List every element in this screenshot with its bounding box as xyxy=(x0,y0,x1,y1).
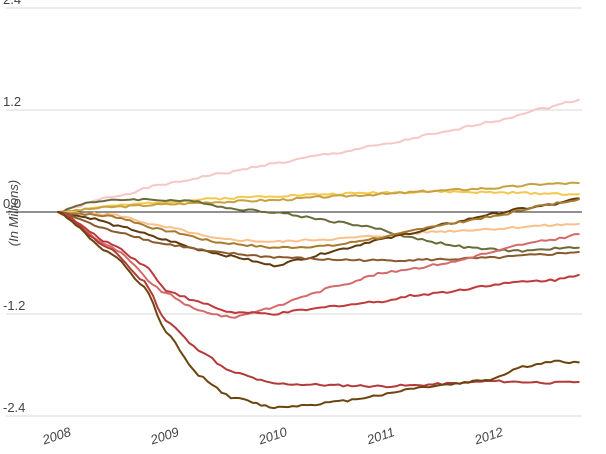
x-axis-ticks: 2008 2009 2010 2011 2012 xyxy=(40,424,506,448)
y-tick-label: 0.0 xyxy=(3,196,21,211)
series-lines xyxy=(57,98,580,410)
series-line-4 xyxy=(57,197,580,253)
series-line-12 xyxy=(57,211,580,410)
series-line-2 xyxy=(57,189,580,214)
series-line-5 xyxy=(57,210,580,243)
x-tick-label: 2008 xyxy=(40,424,74,448)
series-line-6 xyxy=(57,197,580,268)
y-tick-label: 2.4 xyxy=(3,0,21,7)
x-tick-label: 2009 xyxy=(148,424,181,448)
x-tick-label: 2010 xyxy=(256,424,290,448)
series-line-9 xyxy=(57,211,580,319)
series-line-10 xyxy=(57,211,580,316)
y-axis-title: (In Millions) xyxy=(6,180,21,246)
series-line-3 xyxy=(57,181,580,214)
y-tick-label: -2.4 xyxy=(3,400,25,415)
y-axis-ticks: 2.4 1.2 0.0 -1.2 -2.4 xyxy=(3,0,25,415)
series-line-7 xyxy=(57,198,580,249)
series-line-1 xyxy=(57,98,580,213)
series-line-8 xyxy=(57,211,580,263)
y-tick-label: 1.2 xyxy=(3,94,21,109)
x-tick-label: 2012 xyxy=(472,424,506,448)
grid-lines xyxy=(6,7,582,417)
y-tick-label: -1.2 xyxy=(3,298,25,313)
x-tick-label: 2011 xyxy=(364,424,396,447)
series-line-11 xyxy=(57,211,580,389)
